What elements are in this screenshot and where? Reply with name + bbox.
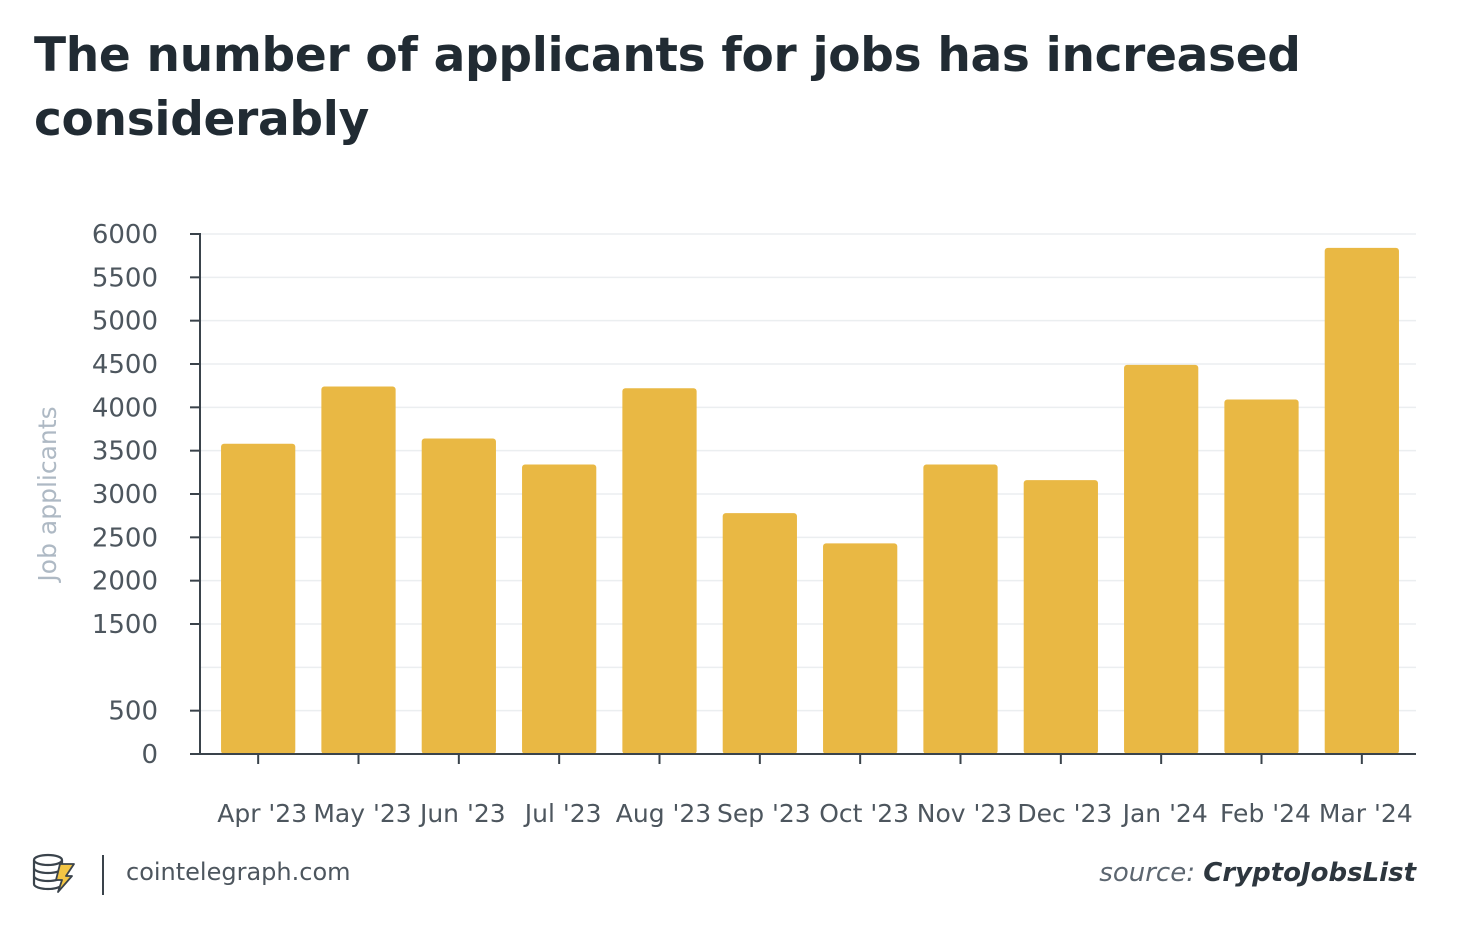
y-tick-label: 1500	[92, 610, 158, 640]
y-tick-label: 6000	[92, 220, 158, 250]
bar	[1023, 480, 1098, 754]
x-tick-label: Sep '23	[717, 799, 811, 828]
y-tick-label: 5000	[92, 307, 158, 337]
cointelegraph-coin-logo-icon	[30, 852, 78, 900]
y-tick-label: 2000	[92, 567, 158, 597]
y-ticks: 0 500 1500 2000 2500 3000 3500 4000 4500 5000 5500…	[92, 220, 200, 770]
x-tick-label: Feb '24	[1220, 799, 1311, 828]
bar	[421, 438, 496, 754]
y-tick-label: 500	[108, 697, 158, 727]
x-tick-label: Jun '23	[418, 799, 506, 828]
chart-title: The number of applicants for jobs has in…	[34, 28, 1301, 147]
bar	[522, 464, 597, 754]
source-credit: source: CryptoJobsList	[1099, 858, 1416, 888]
footer-site-link[interactable]: cointelegraph.com	[126, 858, 351, 886]
x-tick-label: Aug '23	[616, 799, 711, 828]
bar	[1124, 364, 1199, 754]
x-tick-label: Jan '24	[1121, 799, 1208, 828]
bar-chart: 0 500 1500 2000 2500 3000 3500 4000 4500 5000 5500…	[33, 220, 1416, 828]
x-tick-label: Jul '23	[523, 799, 602, 828]
bar	[823, 543, 898, 754]
footer-divider	[102, 855, 104, 895]
gridlines	[200, 233, 1416, 712]
x-tick-label: Oct '23	[819, 799, 909, 828]
bar	[321, 386, 396, 754]
y-tick-label: 5500	[92, 263, 158, 293]
bar	[923, 464, 998, 754]
y-tick-label: 3000	[92, 480, 158, 510]
bar	[622, 388, 697, 754]
y-axis-label: Job applicants	[33, 406, 62, 583]
bar	[722, 513, 797, 754]
bar	[1324, 247, 1399, 754]
source-label: source:	[1099, 858, 1195, 888]
x-ticks: Apr '23 May '23 Jun '23 Jul '23 Aug '23 Sep '…	[217, 754, 1413, 828]
source-name: CryptoJobsList	[1203, 858, 1416, 888]
x-tick-label: May '23	[313, 799, 411, 828]
x-tick-label: Nov '23	[917, 799, 1012, 828]
x-tick-label: Apr '23	[217, 799, 307, 828]
x-tick-label: Dec '23	[1017, 799, 1112, 828]
y-tick-label: 0	[141, 740, 158, 770]
y-tick-label: 3500	[92, 437, 158, 467]
x-tick-label: Mar '24	[1319, 799, 1413, 828]
y-tick-label: 4000	[92, 393, 158, 423]
y-tick-label: 2500	[92, 523, 158, 553]
bars	[221, 247, 1399, 754]
bar	[1224, 399, 1299, 754]
y-tick-label: 4500	[92, 350, 158, 380]
bar	[221, 443, 296, 754]
